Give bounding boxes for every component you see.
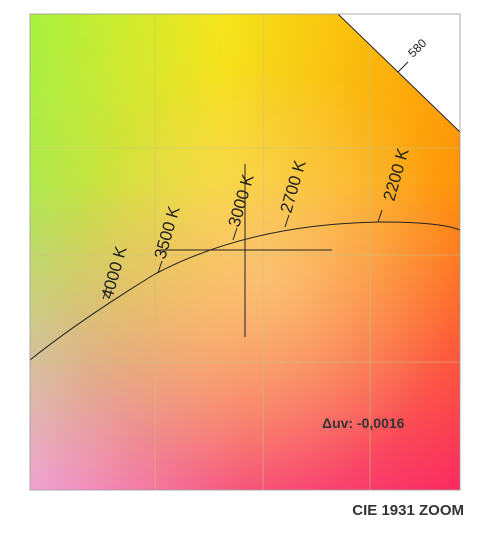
planckian-locus xyxy=(30,221,460,361)
cct-tick-3500k xyxy=(157,260,163,274)
spectral-tick-580 xyxy=(397,61,409,73)
cct-tick-2700k xyxy=(284,214,290,228)
cct-tick-3000k xyxy=(232,227,238,241)
plot-border xyxy=(29,13,461,491)
spectral-locus-line xyxy=(337,14,460,133)
cct-tick-4000k xyxy=(102,286,108,300)
delta-uv-annotation: Δuv: -0,0016 xyxy=(322,415,405,431)
chart-title: CIE 1931 ZOOM xyxy=(352,502,464,519)
cct-tick-2200k xyxy=(377,209,383,223)
